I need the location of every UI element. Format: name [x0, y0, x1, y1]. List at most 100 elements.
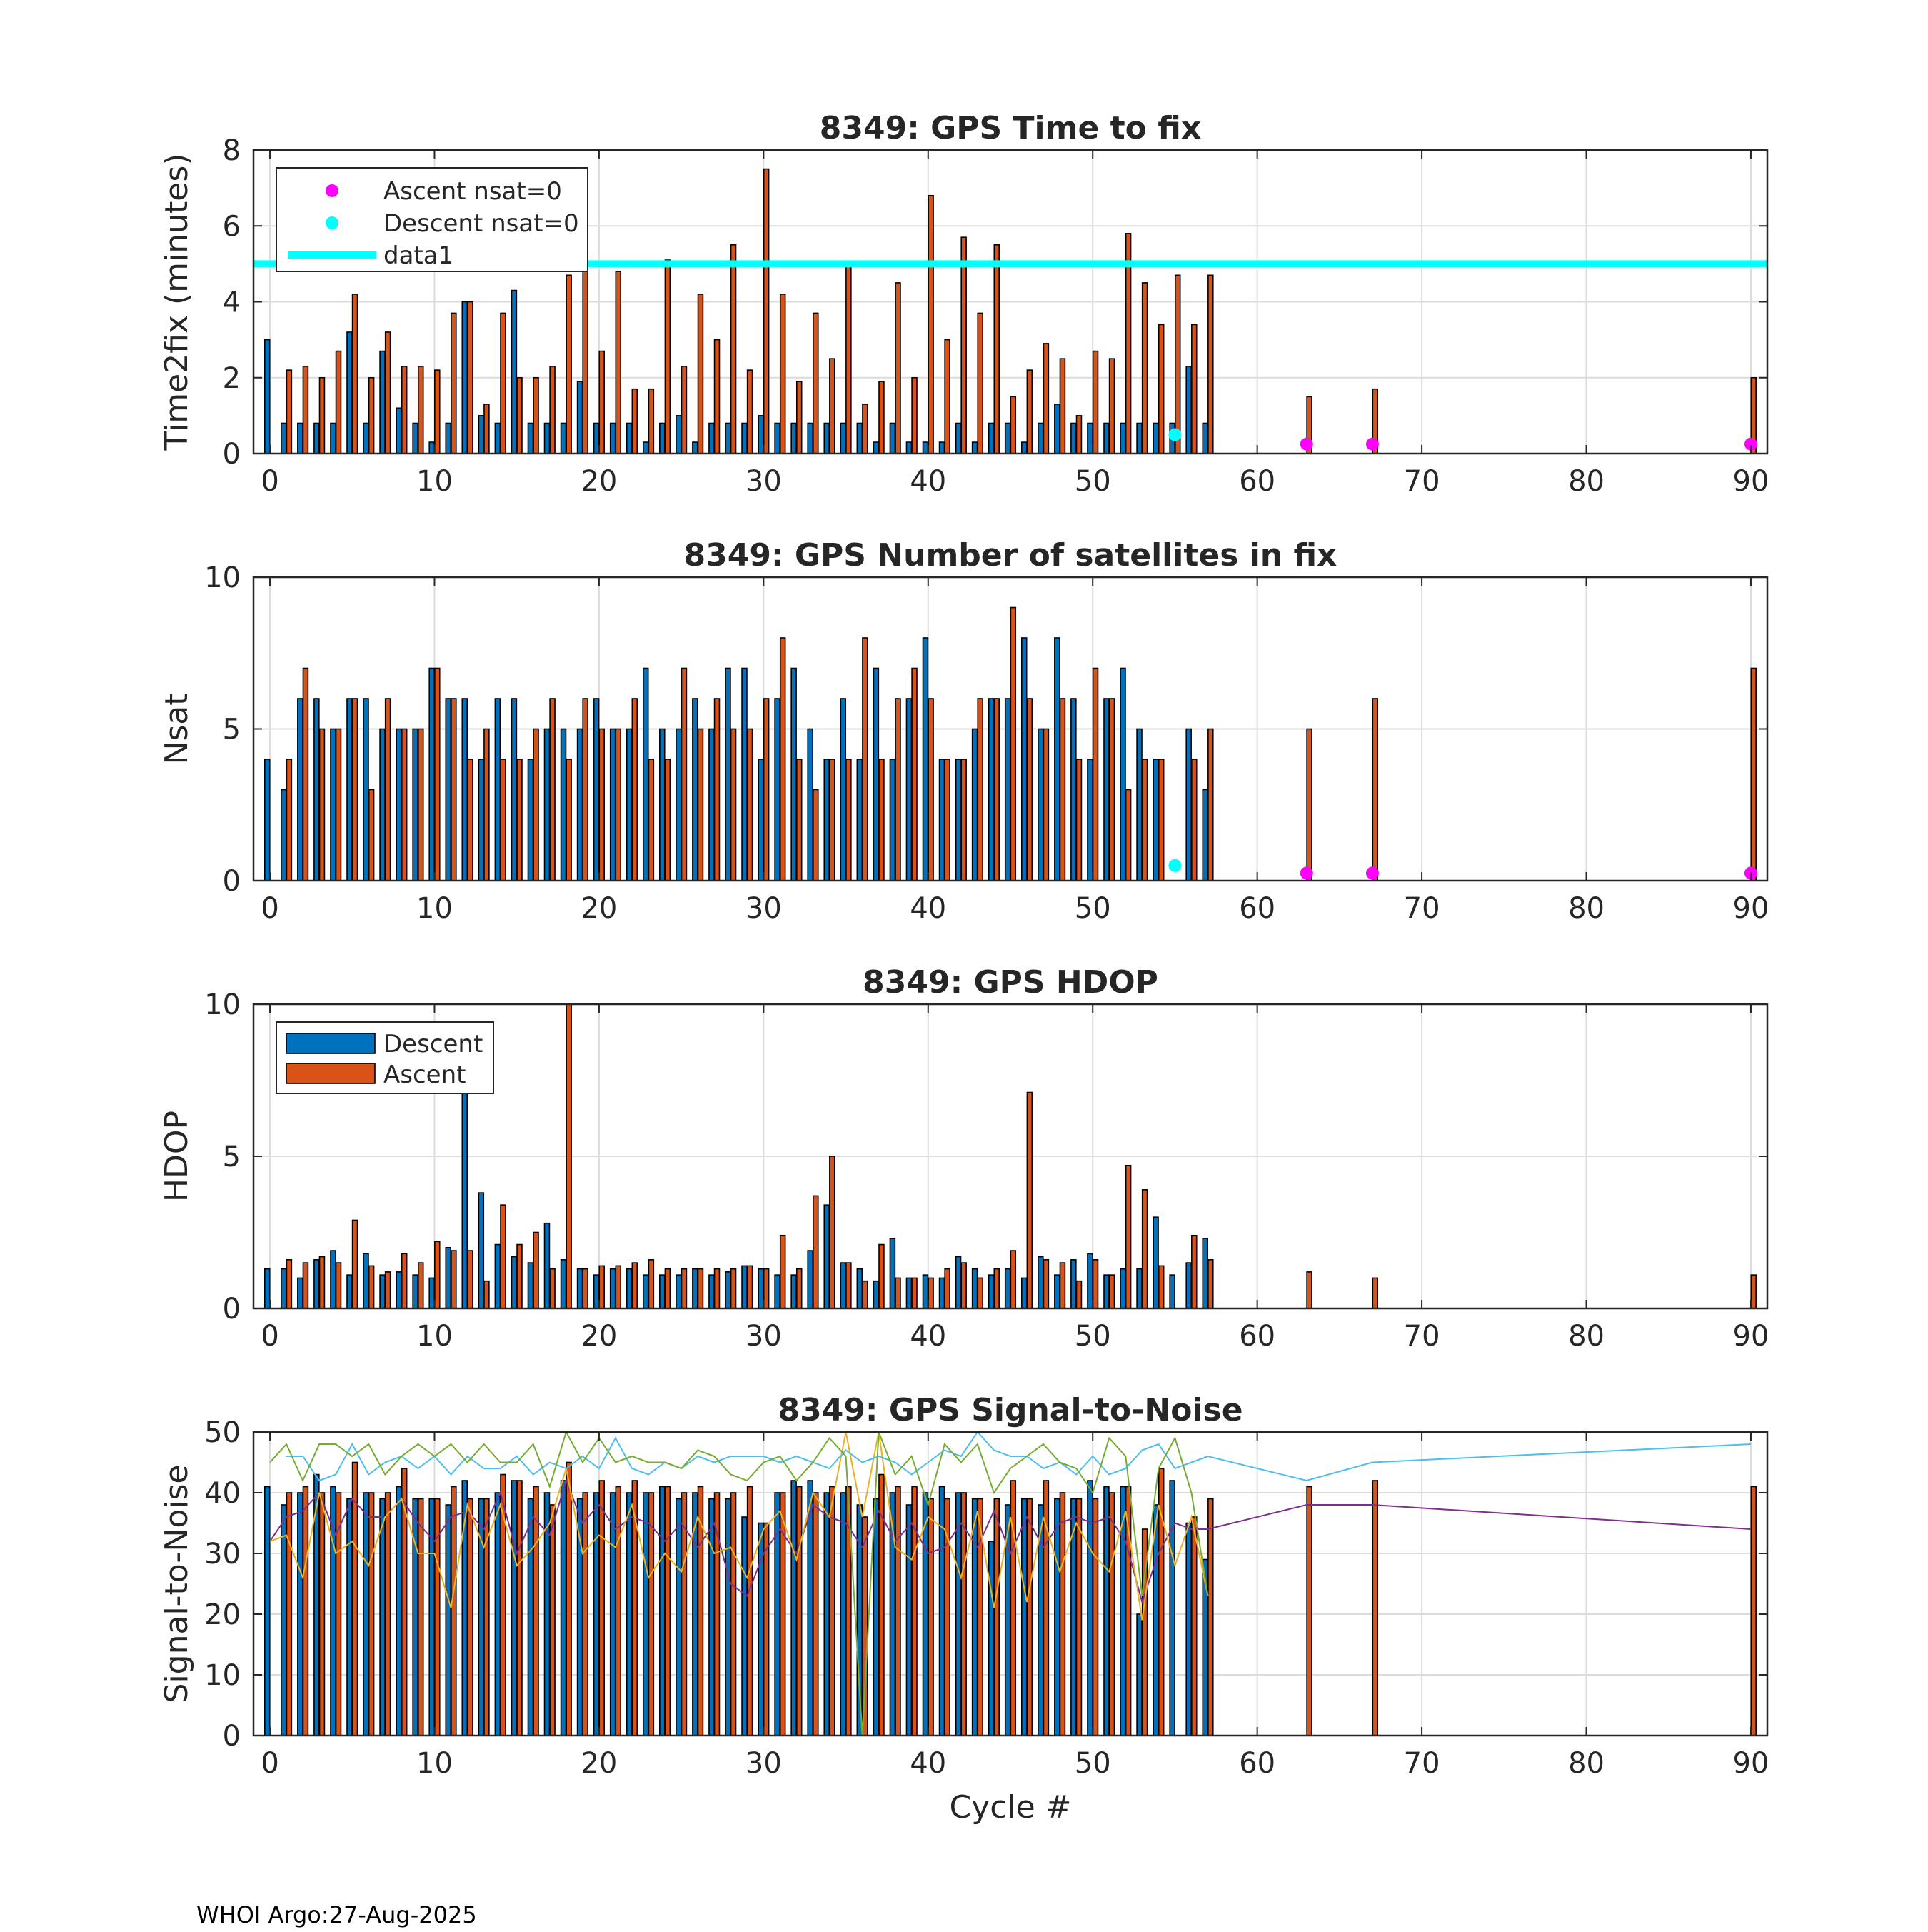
x-tick-label: 60 — [1239, 465, 1275, 498]
ascent-bar — [878, 1243, 885, 1309]
ascent-bar — [795, 759, 803, 881]
descent-bar — [889, 422, 896, 454]
ascent-bar — [1125, 789, 1132, 881]
ascent-bar — [417, 1262, 424, 1309]
ascent-bar — [746, 369, 753, 454]
ascent-bar — [993, 1498, 1000, 1736]
x-tick-label: 30 — [745, 1747, 782, 1780]
x-axis-label: Cycle # — [949, 1789, 1071, 1826]
ascent-bar — [516, 1480, 523, 1736]
descent-bar — [527, 422, 534, 454]
descent-bar — [626, 1268, 633, 1309]
descent-bar — [642, 667, 649, 881]
descent-bar — [873, 441, 880, 454]
descent-bar — [1020, 1277, 1028, 1309]
descent-bar — [396, 407, 402, 454]
ascent-bar — [1010, 396, 1017, 454]
ascent-bar — [713, 1268, 721, 1309]
ascent-bar — [895, 698, 901, 881]
y-axis-label: Time2fix (minutes) — [159, 154, 195, 451]
ascent-bar — [746, 728, 753, 881]
descent-bar — [938, 759, 945, 881]
descent-bar — [856, 759, 863, 881]
descent-bar — [642, 1274, 649, 1309]
ascent-bar — [1010, 1250, 1017, 1309]
y-tick-label: 10 — [204, 988, 241, 1021]
descent-bar — [626, 1492, 633, 1736]
ascent-bar — [763, 1522, 770, 1736]
x-tick-label: 80 — [1568, 1320, 1605, 1353]
ascent-bar — [434, 667, 441, 881]
descent-bar — [708, 728, 715, 881]
ascent-bar — [664, 1268, 671, 1309]
x-tick-label: 60 — [1239, 1320, 1275, 1353]
ascent-nsat0-marker — [1744, 437, 1757, 451]
ascent-bar — [697, 1268, 704, 1309]
descent-bar — [379, 728, 386, 881]
ascent-bar — [384, 331, 391, 454]
descent-bar — [1185, 728, 1192, 881]
ascent-bar — [384, 698, 391, 881]
descent-bar — [428, 441, 435, 454]
ascent-bar — [335, 728, 342, 881]
descent-bar — [363, 422, 369, 454]
descent-bar — [511, 1480, 518, 1736]
ascent-bar — [928, 1498, 934, 1736]
descent-bar — [676, 1498, 682, 1736]
descent-bar — [905, 1504, 913, 1736]
descent-bar — [593, 1492, 600, 1736]
descent-bar — [955, 759, 962, 881]
descent-bar — [593, 422, 600, 454]
ascent-bar — [1306, 1486, 1312, 1736]
descent-bar — [396, 1271, 402, 1309]
descent-bar — [461, 1079, 468, 1309]
ascent-bar — [1108, 1492, 1115, 1736]
ascent-bar — [779, 294, 786, 454]
descent-bar — [840, 1492, 847, 1736]
descent-bar — [1038, 728, 1044, 881]
ascent-bar — [582, 1268, 588, 1309]
descent-bar — [659, 1486, 666, 1736]
ascent-bar — [1026, 698, 1033, 881]
descent-bar — [478, 759, 485, 881]
ascent-bar — [779, 1492, 786, 1736]
x-tick-label: 50 — [1075, 1320, 1111, 1353]
descent-bar — [873, 1280, 880, 1309]
ascent-nsat0-marker — [1365, 437, 1379, 451]
descent-bar — [988, 422, 995, 454]
ascent-bar — [516, 1243, 523, 1309]
ascent-bar — [697, 294, 704, 454]
ascent-bar — [746, 1486, 753, 1736]
descent-bar — [823, 1204, 830, 1309]
descent-bar — [725, 1498, 731, 1736]
ascent-bar — [434, 369, 441, 454]
ascent-bar — [829, 759, 835, 881]
ascent-bar — [1075, 1498, 1083, 1736]
x-tick-label: 70 — [1404, 465, 1440, 498]
legend: Descent Ascent — [276, 1021, 494, 1094]
x-tick-label: 20 — [581, 1320, 617, 1353]
ascent-bar — [795, 1486, 803, 1736]
descent-bar — [263, 1486, 271, 1736]
descent-bar — [1070, 422, 1077, 454]
x-tick-label: 20 — [581, 1747, 617, 1780]
descent-bar — [626, 422, 633, 454]
ascent-bar — [763, 698, 770, 881]
descent-bar — [560, 1259, 567, 1309]
x-tick-label: 40 — [910, 892, 946, 925]
descent-bar — [708, 422, 715, 454]
ascent-bar — [516, 376, 523, 454]
ascent-bar — [417, 366, 424, 454]
descent-nsat0-marker — [1168, 859, 1182, 872]
ascent-bar — [598, 350, 605, 454]
descent-bar — [363, 1253, 369, 1309]
descent-bar — [905, 698, 913, 881]
descent-bar — [971, 728, 978, 881]
ascent-bar — [1059, 1262, 1066, 1309]
legend-label: Descent nsat=0 — [383, 209, 579, 238]
x-tick-label: 10 — [416, 465, 453, 498]
ascent-bar — [566, 1003, 572, 1309]
descent-bar — [1020, 1498, 1028, 1736]
descent-bar — [922, 637, 929, 881]
